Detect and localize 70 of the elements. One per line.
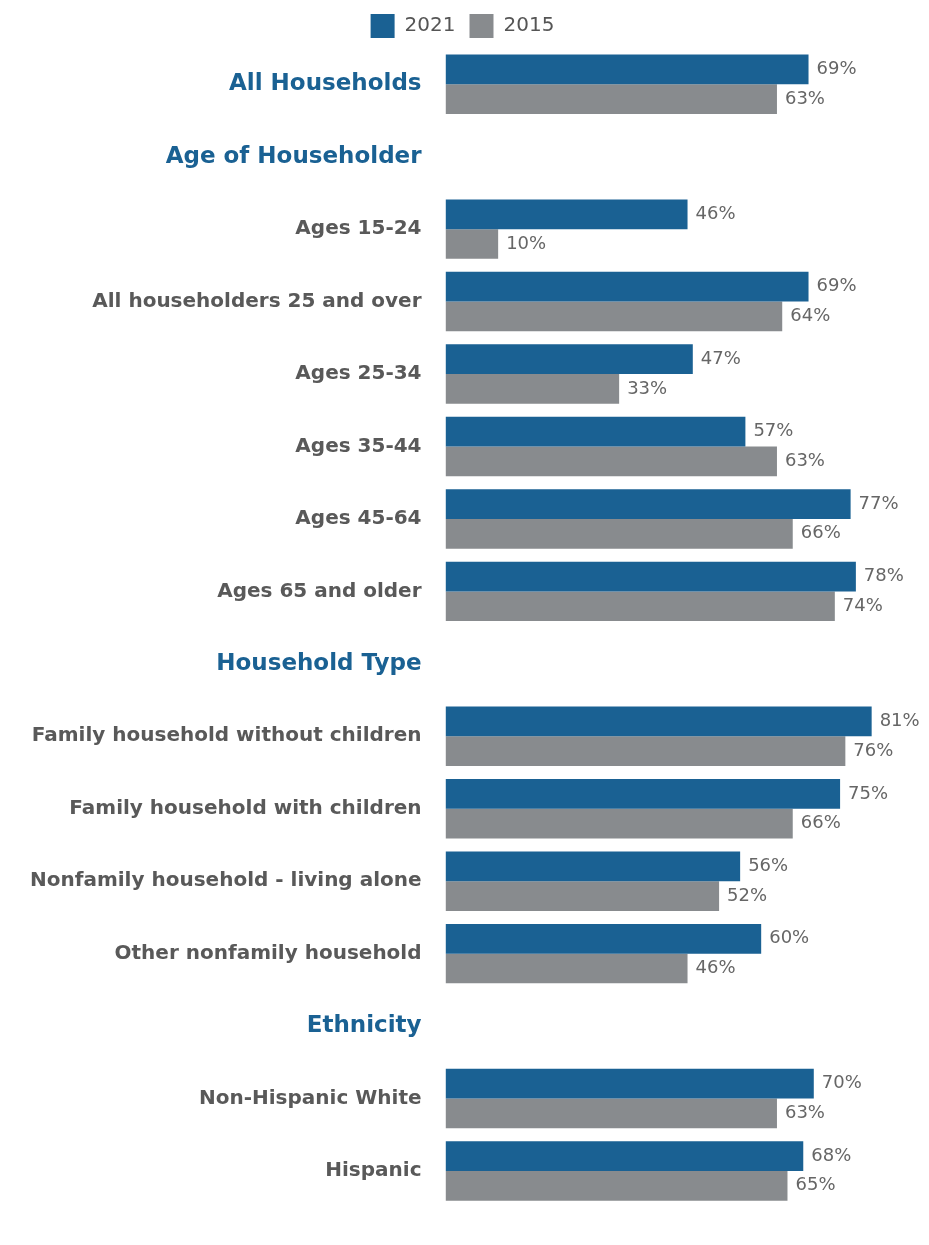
data-label: 46% [695, 956, 736, 978]
y-tick-label: Ethnicity [306, 1011, 422, 1038]
y-tick-label: Hispanic [325, 1157, 422, 1182]
bar [445, 229, 499, 259]
data-label: 63% [784, 449, 825, 470]
y-tick-label: Ages 45-64 [295, 505, 422, 530]
bar [445, 1068, 814, 1099]
data-label: 60% [769, 926, 810, 948]
bar [445, 344, 693, 375]
data-label: 63% [784, 1101, 825, 1123]
y-tick-label: Ages 25-34 [295, 360, 422, 385]
bar [445, 199, 688, 230]
bar [445, 706, 872, 737]
data-label: 47% [700, 346, 741, 368]
data-label: 74% [842, 593, 883, 615]
legend-label: 2021 [404, 12, 456, 37]
bar [445, 84, 777, 114]
bar [445, 881, 720, 911]
y-tick-label: Other nonfamily household [114, 939, 422, 964]
bar [445, 953, 688, 984]
y-tick-label: Ages 15-24 [295, 215, 422, 240]
bar [445, 489, 851, 519]
y-tick-label: Ages 65 and older [217, 577, 422, 602]
bar [445, 851, 741, 882]
data-label: 52% [727, 883, 768, 905]
data-label: 33% [627, 376, 668, 398]
data-label: 66% [800, 811, 841, 833]
y-tick-label: Household Type [216, 648, 422, 675]
data-label: 10% [506, 231, 547, 253]
data-label: 75% [848, 781, 889, 803]
y-tick-label: All Households [229, 69, 422, 96]
y-tick-label: Family household without children [31, 722, 422, 747]
data-label: 81% [879, 709, 920, 731]
y-tick-label: Nonfamily household - living alone [30, 867, 422, 892]
bar [445, 1098, 777, 1129]
y-tick-label: Non-Hispanic White [199, 1084, 422, 1109]
data-label: 69% [816, 57, 857, 79]
data-label: 76% [853, 738, 894, 760]
bar [445, 736, 846, 766]
bar [445, 446, 777, 477]
bar [445, 416, 746, 447]
data-label: 65% [795, 1173, 836, 1195]
data-label: 78% [863, 564, 904, 586]
data-label: 64% [790, 304, 831, 326]
bar [445, 271, 809, 302]
bar [445, 923, 762, 954]
y-tick-label: Age of Householder [165, 141, 423, 168]
bar [445, 518, 793, 549]
data-label: 70% [821, 1071, 862, 1093]
data-label: 68% [811, 1143, 852, 1165]
data-label: 63% [784, 86, 825, 108]
bar [445, 779, 841, 809]
data-label: 46% [695, 201, 736, 223]
bar [445, 561, 856, 592]
data-label: 56% [748, 853, 789, 875]
bar [445, 1170, 788, 1201]
bar [445, 591, 835, 622]
data-label: 77% [858, 491, 899, 513]
bar [445, 374, 620, 404]
bar [445, 301, 783, 332]
bar [445, 808, 793, 839]
data-label: 69% [816, 274, 857, 296]
data-label: 66% [800, 521, 841, 543]
legend-label: 2015 [503, 12, 555, 37]
y-tick-label: Family household with children [69, 794, 422, 819]
y-tick-label: All householders 25 and over [92, 287, 422, 312]
y-tick-label: Ages 35-44 [295, 432, 422, 457]
bar [445, 1141, 804, 1171]
data-label: 57% [753, 419, 794, 441]
bar [445, 54, 809, 85]
